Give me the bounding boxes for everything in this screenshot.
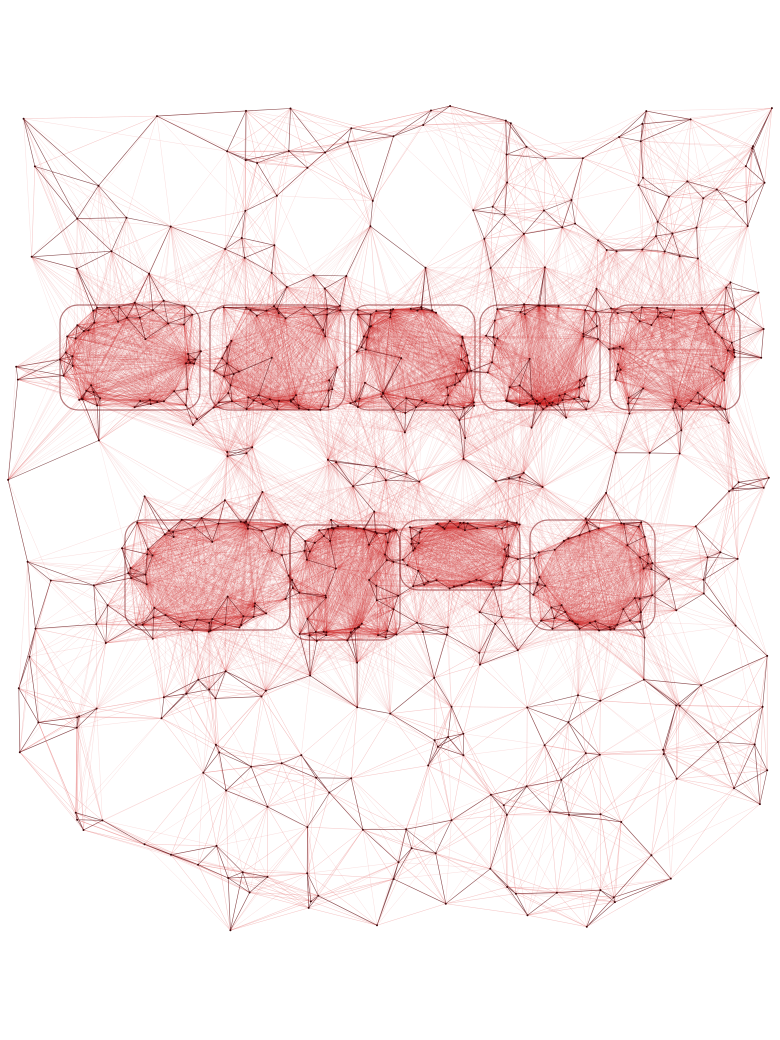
blob-edges xyxy=(533,518,653,631)
blob-edges xyxy=(487,303,599,410)
blob-outline xyxy=(399,519,521,591)
blob-edges xyxy=(288,526,399,641)
dark-edges xyxy=(7,105,773,931)
blob-edges xyxy=(213,305,341,411)
faint-edges xyxy=(7,105,773,931)
blob-outline xyxy=(609,304,741,411)
blob-outline xyxy=(349,304,476,411)
blob-outline xyxy=(529,519,656,631)
blob-edges xyxy=(128,517,293,633)
blob-outline xyxy=(59,304,201,411)
blob-outline xyxy=(289,524,401,641)
